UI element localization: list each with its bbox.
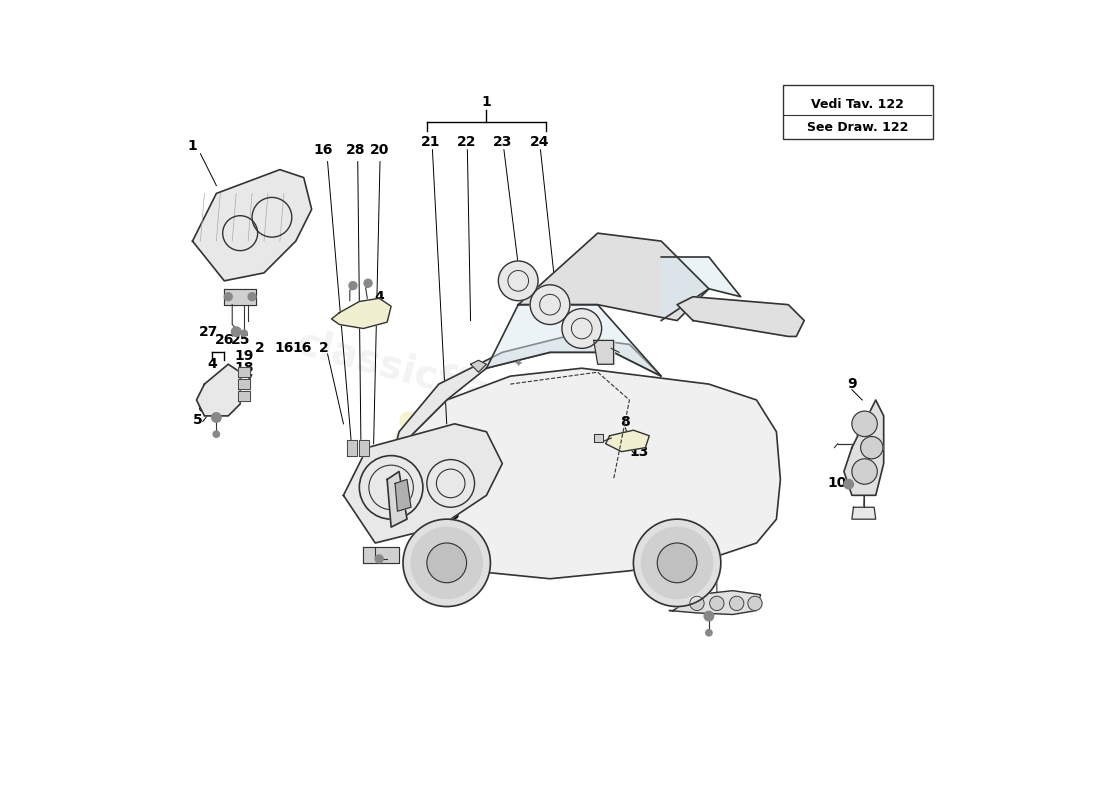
Circle shape (211, 413, 221, 422)
Circle shape (231, 327, 241, 337)
Text: 19: 19 (234, 350, 254, 363)
Polygon shape (363, 547, 399, 563)
Polygon shape (661, 257, 740, 321)
Circle shape (634, 519, 720, 606)
Circle shape (213, 431, 220, 438)
Polygon shape (224, 289, 256, 305)
Text: 10: 10 (828, 477, 847, 490)
Polygon shape (678, 297, 804, 337)
Text: 27: 27 (199, 326, 218, 339)
Bar (594, 434, 603, 442)
Circle shape (844, 479, 854, 489)
Text: 16: 16 (421, 516, 440, 530)
Text: Vedi Tav. 122: Vedi Tav. 122 (812, 98, 904, 110)
Text: 16: 16 (293, 342, 311, 355)
Text: 20: 20 (370, 142, 389, 157)
Text: 22: 22 (456, 135, 476, 149)
Circle shape (562, 309, 602, 348)
Text: 1: 1 (482, 95, 492, 109)
Polygon shape (387, 368, 780, 578)
Text: 16: 16 (274, 342, 294, 355)
Circle shape (241, 330, 248, 337)
Polygon shape (594, 341, 614, 364)
Text: 3: 3 (383, 457, 392, 470)
Circle shape (641, 527, 713, 598)
Text: 8: 8 (620, 415, 630, 430)
Text: 28: 28 (345, 142, 365, 157)
Text: 9: 9 (847, 377, 857, 391)
Circle shape (706, 630, 712, 636)
Circle shape (748, 596, 762, 610)
Circle shape (658, 543, 697, 582)
Text: 14: 14 (675, 588, 695, 602)
Text: 16: 16 (314, 142, 333, 157)
Text: 25: 25 (230, 334, 250, 347)
Polygon shape (395, 479, 411, 511)
Circle shape (427, 543, 466, 582)
Text: 1: 1 (188, 138, 197, 153)
Circle shape (375, 555, 383, 563)
Circle shape (530, 285, 570, 325)
Text: 11: 11 (852, 477, 872, 490)
Circle shape (224, 293, 232, 301)
Bar (238, 367, 250, 377)
Circle shape (498, 261, 538, 301)
Polygon shape (486, 305, 661, 376)
Circle shape (411, 527, 483, 598)
Circle shape (851, 411, 878, 437)
Text: 23: 23 (493, 135, 512, 149)
Polygon shape (518, 233, 708, 321)
Circle shape (249, 293, 256, 301)
Circle shape (860, 437, 883, 458)
FancyBboxPatch shape (783, 85, 933, 139)
Circle shape (710, 596, 724, 610)
Text: 5: 5 (194, 413, 202, 427)
Text: classicfiat.com: classicfiat.com (293, 324, 616, 445)
Circle shape (349, 282, 358, 290)
Text: 26: 26 (441, 508, 461, 522)
Circle shape (690, 596, 704, 610)
Polygon shape (331, 298, 392, 329)
Text: 21: 21 (421, 135, 441, 149)
Text: 2: 2 (255, 342, 265, 355)
Circle shape (729, 596, 744, 610)
Text: 4: 4 (208, 358, 217, 371)
Circle shape (364, 279, 372, 287)
Text: 4: 4 (374, 290, 384, 304)
Polygon shape (197, 364, 240, 416)
Bar (238, 379, 250, 389)
Text: 18: 18 (234, 362, 254, 375)
Polygon shape (471, 360, 486, 372)
Circle shape (704, 611, 714, 621)
Polygon shape (844, 400, 883, 495)
Text: since 1985: since 1985 (389, 397, 711, 530)
Text: 25: 25 (444, 500, 464, 514)
Text: 6: 6 (197, 401, 207, 415)
Polygon shape (606, 430, 649, 452)
Bar (238, 391, 250, 401)
Circle shape (403, 519, 491, 606)
Text: ✦: ✦ (514, 359, 522, 370)
Text: 24: 24 (530, 135, 549, 149)
Polygon shape (343, 424, 503, 543)
Text: See Draw. 122: See Draw. 122 (807, 121, 909, 134)
Polygon shape (387, 337, 661, 479)
Polygon shape (192, 170, 311, 281)
Text: 7: 7 (363, 306, 372, 320)
Bar (348, 440, 358, 456)
Text: 17: 17 (234, 373, 254, 387)
Circle shape (851, 458, 878, 484)
Text: 26: 26 (214, 334, 234, 347)
Text: 15: 15 (678, 568, 697, 582)
Text: 12: 12 (854, 425, 873, 438)
Polygon shape (669, 590, 760, 614)
Text: 2: 2 (319, 342, 329, 355)
Polygon shape (387, 471, 407, 527)
Bar (360, 440, 368, 456)
Text: 13: 13 (629, 445, 649, 458)
Polygon shape (851, 507, 876, 519)
